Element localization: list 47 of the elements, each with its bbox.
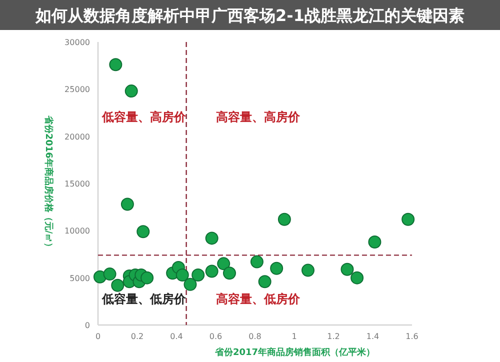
point (340, 262, 354, 276)
point (368, 235, 382, 248)
point (278, 212, 291, 226)
y-tick-label: 0 (84, 321, 90, 330)
point (176, 268, 189, 282)
y-tick-label: 5000 (70, 274, 90, 283)
point (93, 270, 106, 284)
point (111, 278, 124, 292)
annotation: 高容量、低房价 (216, 292, 301, 306)
x-tick-label: 0.8 (248, 332, 262, 341)
y-axis-title: 省份2016年商品房价格（元/㎡） (43, 114, 54, 252)
point (140, 271, 154, 284)
x-axis-title: 省份2017年商品房销售面积（亿平米） (214, 347, 376, 358)
x-tick-label: 1.4 (366, 332, 380, 341)
chart-title: 如何从数据角度解析中甲广西客场2-1战胜黑龙江的关键因素 (34, 6, 464, 25)
x-tick-label: 1.2 (327, 332, 340, 341)
point (205, 264, 218, 278)
point (222, 266, 236, 280)
x-tick-label: 1.6 (406, 332, 418, 341)
x-tick-label: 1 (292, 332, 297, 341)
point (120, 198, 134, 211)
point (250, 255, 264, 268)
annotation: 低容量、低房价 (101, 292, 187, 306)
point (103, 268, 116, 281)
point (217, 257, 230, 270)
y-tick-label: 10000 (64, 226, 90, 236)
x-tick-label: 0.4 (170, 332, 183, 341)
y-tick-label: 20000 (64, 132, 90, 142)
x-tick-label: 0 (95, 332, 101, 341)
annotation: 低容量、高房价 (101, 110, 187, 124)
y-tick-label: 15000 (64, 180, 90, 188)
point (402, 212, 415, 226)
point (258, 275, 272, 288)
point (270, 262, 284, 275)
point (109, 58, 122, 72)
y-tick-label: 30000 (64, 38, 90, 47)
x-tick-label: 0.2 (130, 332, 144, 341)
point (205, 232, 218, 245)
point (136, 225, 150, 238)
x-tick-label: 0.6 (209, 332, 222, 341)
point (184, 278, 197, 291)
point (124, 84, 138, 98)
point (301, 264, 314, 277)
point (192, 268, 205, 282)
annotation: 高容量、高房价 (216, 110, 301, 124)
point (350, 271, 364, 284)
y-tick-label: 25000 (64, 85, 90, 94)
